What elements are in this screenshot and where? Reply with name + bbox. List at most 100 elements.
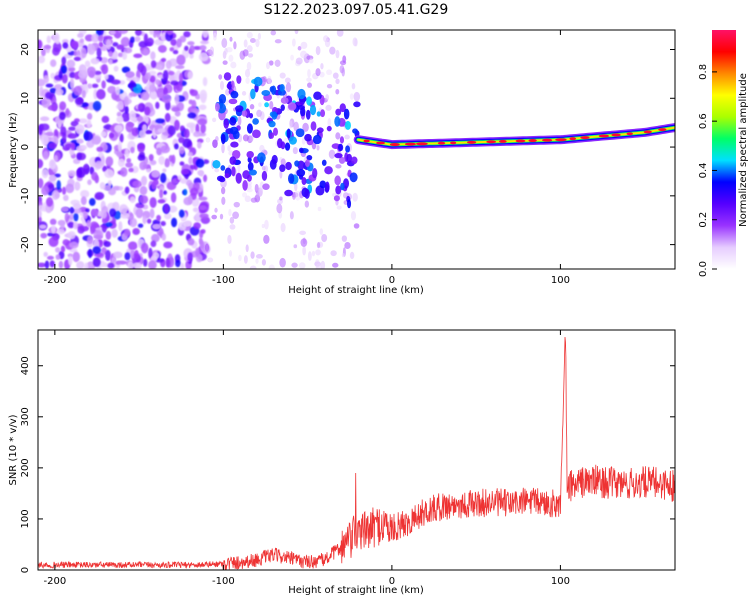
heatmap-cell <box>38 158 44 169</box>
heatmap-cell <box>270 30 277 36</box>
heatmap-cell <box>54 192 60 199</box>
heatmap-cell <box>228 249 233 257</box>
snr-border <box>37 329 676 571</box>
heatmap-cell <box>310 121 317 131</box>
heatmap-cell <box>166 181 177 191</box>
heatmap-cell <box>55 247 61 253</box>
heatmap-cell <box>161 93 172 104</box>
heatmap-cell <box>171 106 180 112</box>
snr-x-tick-label: -200 <box>44 576 67 587</box>
heatmap-cell <box>229 36 233 42</box>
heatmap-cell <box>197 118 208 126</box>
heatmap-cell <box>87 44 96 55</box>
heatmap-cell <box>315 263 322 269</box>
heatmap-cell <box>220 133 226 145</box>
heatmap-cell <box>237 163 241 173</box>
heatmap-cell <box>91 171 98 181</box>
heatmap-cell <box>162 168 167 173</box>
heatmap-cell <box>238 254 242 262</box>
heatmap-cell <box>351 156 358 165</box>
heatmap-cell <box>121 111 131 123</box>
heatmap-cell <box>93 88 98 100</box>
heatmap-cell <box>193 131 201 138</box>
heatmap-cell <box>156 214 161 222</box>
heatmap-cell <box>157 128 166 133</box>
heatmap-cell <box>219 213 224 220</box>
heatmap-cell <box>285 82 292 93</box>
heatmap-cell <box>38 55 46 64</box>
heatmap-cell <box>284 189 293 197</box>
heatmap-cell <box>83 211 88 220</box>
snr-x-tick-label: 100 <box>551 576 570 587</box>
heatmap-cell <box>164 158 171 168</box>
heatmap-cell <box>324 38 331 48</box>
heatmap-cell <box>319 228 324 235</box>
heatmap-cell <box>120 36 130 47</box>
heatmap-cell <box>257 32 262 40</box>
heatmap-cell <box>61 206 69 213</box>
heatmap-cell <box>92 246 102 254</box>
heatmap-cell <box>73 85 83 96</box>
heatmap-cell <box>128 241 138 251</box>
heatmap-cell <box>346 153 353 163</box>
heatmap-cell <box>339 136 345 144</box>
heatmap-cell <box>223 72 232 81</box>
heatmap-x-tick-label: 100 <box>551 275 570 286</box>
heatmap-cell <box>92 100 102 111</box>
heatmap-cell <box>130 36 135 43</box>
heatmap-cell <box>96 146 104 152</box>
heatmap-cell <box>166 30 174 36</box>
heatmap-cell <box>183 196 193 206</box>
heatmap-cell <box>296 168 306 177</box>
heatmap-cell <box>250 197 258 203</box>
heatmap-cell <box>163 87 168 96</box>
heatmap-cell <box>227 234 232 244</box>
heatmap-cell <box>256 109 262 118</box>
heatmap-cell <box>218 93 227 105</box>
heatmap-cell <box>155 118 165 124</box>
heatmap-cell <box>115 86 121 96</box>
heatmap-cell <box>264 102 270 108</box>
heatmap-cell <box>195 211 203 222</box>
heatmap-ridge-peak <box>486 140 497 144</box>
heatmap-cell <box>273 127 279 136</box>
colorbar-scale <box>712 30 736 269</box>
heatmap-cell <box>110 79 121 85</box>
heatmap-ridge-peak <box>376 141 385 145</box>
colorbar-ticks: 0.0 0.2 0.4 0.6 0.8 <box>698 64 717 277</box>
heatmap-cell <box>250 88 256 100</box>
heatmap-cell <box>340 182 345 191</box>
heatmap-cell <box>134 30 142 36</box>
heatmap-cell <box>128 82 137 88</box>
heatmap-cell <box>304 200 310 208</box>
heatmap-cell <box>186 122 196 129</box>
heatmap-cell <box>78 118 88 124</box>
heatmap-cell <box>306 77 312 82</box>
heatmap-cell <box>246 187 253 193</box>
heatmap-cell <box>335 88 340 95</box>
heatmap-cell <box>347 199 352 209</box>
heatmap-ridge-peak <box>450 141 457 145</box>
heatmap-cell <box>316 127 324 133</box>
heatmap-cell <box>193 45 202 51</box>
heatmap-cell <box>307 251 312 262</box>
heatmap-cell <box>69 78 75 89</box>
heatmap-y-tick-label: -20 <box>20 236 31 252</box>
heatmap-cell <box>67 221 75 229</box>
heatmap-ridge-peak <box>598 134 609 138</box>
heatmap-ridge-peak <box>415 142 428 146</box>
heatmap-cell <box>352 192 358 202</box>
heatmap-cell <box>119 204 129 214</box>
heatmap-cell <box>73 158 81 165</box>
heatmap-cell <box>353 223 360 229</box>
snr-y-axis-label: SNR (10 * v/v) <box>8 414 19 485</box>
heatmap-cell <box>298 174 304 180</box>
snr-x-ticks: -200 -100 0 100 <box>44 330 570 587</box>
heatmap-ridge-peak <box>555 138 567 142</box>
heatmap-cell <box>124 105 129 114</box>
heatmap-cell <box>68 255 73 266</box>
heatmap-cell <box>80 196 87 206</box>
heatmap-cell <box>45 83 54 88</box>
heatmap-cell <box>334 116 341 127</box>
heatmap-cell <box>199 89 208 101</box>
